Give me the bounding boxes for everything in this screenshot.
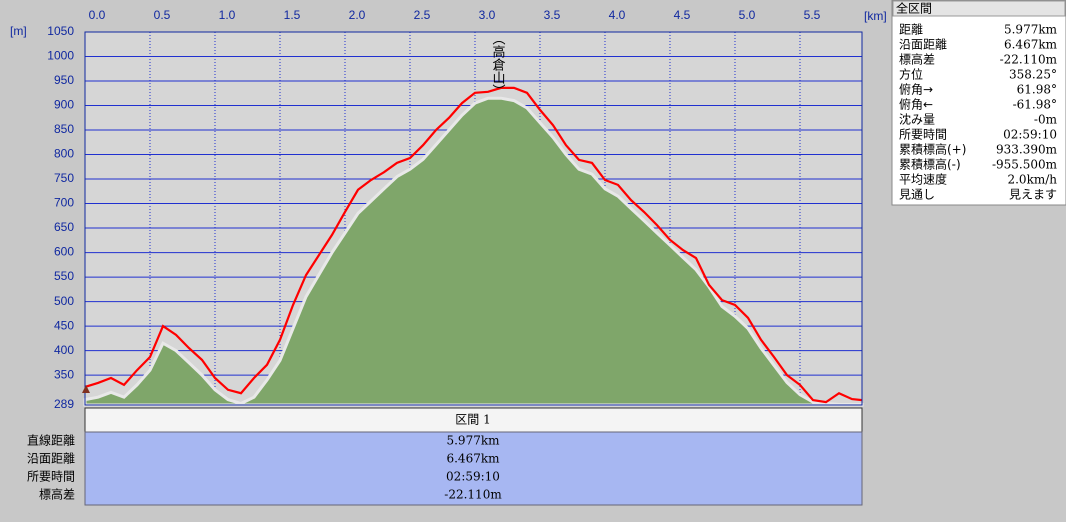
summary-value: 6.467km — [1004, 38, 1058, 52]
y-tick-label: 289 — [54, 397, 74, 411]
x-tick-label: 4.5 — [674, 8, 691, 22]
y-tick-label: 350 — [54, 367, 74, 381]
summary-value: 933.390m — [996, 143, 1058, 157]
summary-value: -22.110m — [1000, 53, 1058, 67]
section-body — [84, 431, 863, 506]
x-tick-label: 5.5 — [804, 8, 821, 22]
x-tick-label: 1.0 — [219, 8, 236, 22]
summary-value: 61.98° — [1017, 83, 1057, 97]
y-tick-label: 750 — [54, 171, 74, 185]
section-row-value: -22.110m — [444, 488, 502, 502]
y-tick-label: 650 — [54, 220, 74, 234]
summary-label: 俯角→ — [899, 82, 933, 97]
x-tick-label: 3.0 — [479, 8, 496, 22]
summary-label: 累積標高(-) — [899, 157, 961, 172]
peak-annotation: （高倉山） — [490, 32, 506, 97]
summary-value: -955.500m — [992, 158, 1058, 172]
summary-value: 2.0km/h — [1007, 173, 1057, 187]
route-line — [84, 86, 863, 404]
y-tick-label: 1050 — [47, 24, 74, 38]
y-tick-label: 600 — [54, 245, 74, 259]
section-row-label: 直線距離 — [27, 433, 75, 448]
y-tick-label: 700 — [54, 196, 74, 210]
y-tick-label: 1000 — [47, 49, 74, 63]
x-tick-label: 2.5 — [414, 8, 431, 22]
summary-label: 沈み量 — [899, 112, 935, 127]
summary-label: 所要時間 — [899, 128, 947, 142]
x-tick-label: 0.0 — [89, 8, 106, 22]
summary-label: 距離 — [899, 23, 923, 37]
section-row-value: 5.977km — [446, 434, 500, 448]
terrain-area — [83, 96, 864, 407]
summary-value: 見えます — [1009, 188, 1057, 202]
section-row-value: 6.467km — [446, 452, 500, 466]
x-unit: [km] — [864, 9, 887, 23]
summary-label: 俯角← — [899, 97, 933, 112]
summary-value: -0m — [1034, 113, 1058, 127]
summary-value: 358.25° — [1009, 68, 1057, 82]
summary-title-box — [892, 0, 1066, 17]
y-tick-label: 800 — [54, 147, 74, 161]
y-tick-label: 900 — [54, 98, 74, 112]
summary-label: 標高差 — [899, 52, 935, 67]
plot-border — [84, 31, 863, 406]
section-row-label: 標高差 — [39, 487, 75, 502]
y-tick-label: 550 — [54, 269, 74, 283]
x-tick-label: 2.0 — [349, 8, 366, 22]
section-row-label: 沿面距離 — [27, 452, 75, 466]
summary-panel — [891, 0, 1066, 206]
start-marker — [82, 385, 90, 393]
summary-label: 累積標高(+) — [899, 142, 966, 157]
y-unit: [m] — [10, 24, 27, 38]
x-tick-label: 5.0 — [739, 8, 756, 22]
summary-value: -61.98° — [1013, 98, 1057, 112]
summary-label: 沿面距離 — [899, 38, 947, 52]
x-tick-label: 4.0 — [609, 8, 626, 22]
y-tick-label: 950 — [54, 73, 74, 87]
summary-value: 02:59:10 — [1003, 128, 1057, 142]
y-tick-label: 500 — [54, 294, 74, 308]
summary-title: 全区間 — [896, 1, 932, 16]
y-tick-label: 850 — [54, 122, 74, 136]
x-tick-label: 1.5 — [284, 8, 301, 22]
section-row-label: 所要時間 — [27, 470, 75, 484]
x-tick-label: 3.5 — [544, 8, 561, 22]
y-tick-label: 400 — [54, 343, 74, 357]
summary-value: 5.977km — [1004, 23, 1058, 37]
section-row-value: 02:59:10 — [446, 470, 500, 484]
summary-label: 平均速度 — [899, 172, 947, 187]
section-header: 区間 1 — [455, 413, 490, 427]
summary-label: 見通し — [899, 188, 935, 202]
summary-label: 方位 — [899, 67, 923, 82]
y-tick-label: 450 — [54, 318, 74, 332]
x-tick-label: 0.5 — [154, 8, 171, 22]
